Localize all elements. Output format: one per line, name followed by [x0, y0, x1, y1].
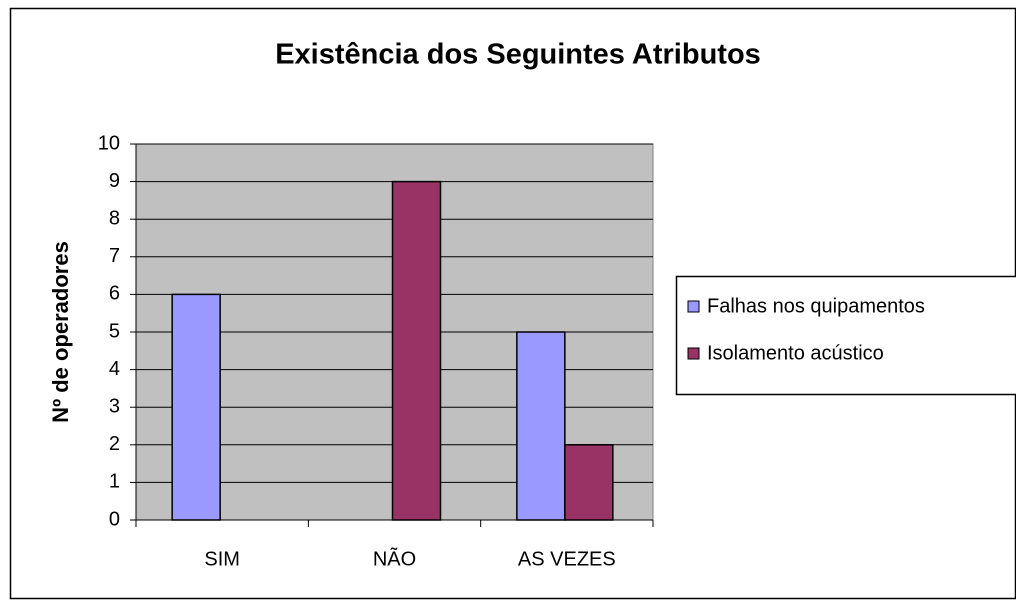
- bar: [564, 444, 614, 521]
- y-tick-label: 8: [109, 207, 120, 229]
- y-tick-label: 1: [109, 471, 120, 493]
- x-tick-label: NÃO: [373, 546, 416, 570]
- bar: [391, 180, 442, 521]
- legend-box: [675, 275, 1016, 396]
- x-tick-label: AS VEZES: [518, 548, 616, 570]
- x-tick-label: SIM: [204, 548, 240, 570]
- y-tick-label: 10: [98, 132, 120, 154]
- y-tick-label: 9: [109, 170, 120, 192]
- y-tick-label: 3: [109, 395, 120, 417]
- legend-swatch: [687, 300, 700, 313]
- legend-label: Falhas nos quipamentos: [707, 295, 925, 317]
- chart-title: Existência dos Seguintes Atributos: [275, 39, 761, 71]
- y-tick-label: 5: [109, 320, 120, 342]
- y-tick-label: 0: [109, 508, 120, 530]
- y-axis-label: Nº de operadores: [48, 241, 73, 423]
- y-tick-label: 7: [109, 245, 120, 267]
- legend-swatch: [687, 347, 700, 360]
- y-tick-label: 2: [109, 433, 120, 455]
- bar: [171, 293, 221, 521]
- bar: [516, 331, 566, 521]
- legend-label: Isolamento acústico: [707, 342, 884, 364]
- y-tick-label: 4: [109, 358, 120, 380]
- y-tick-label: 6: [109, 283, 120, 305]
